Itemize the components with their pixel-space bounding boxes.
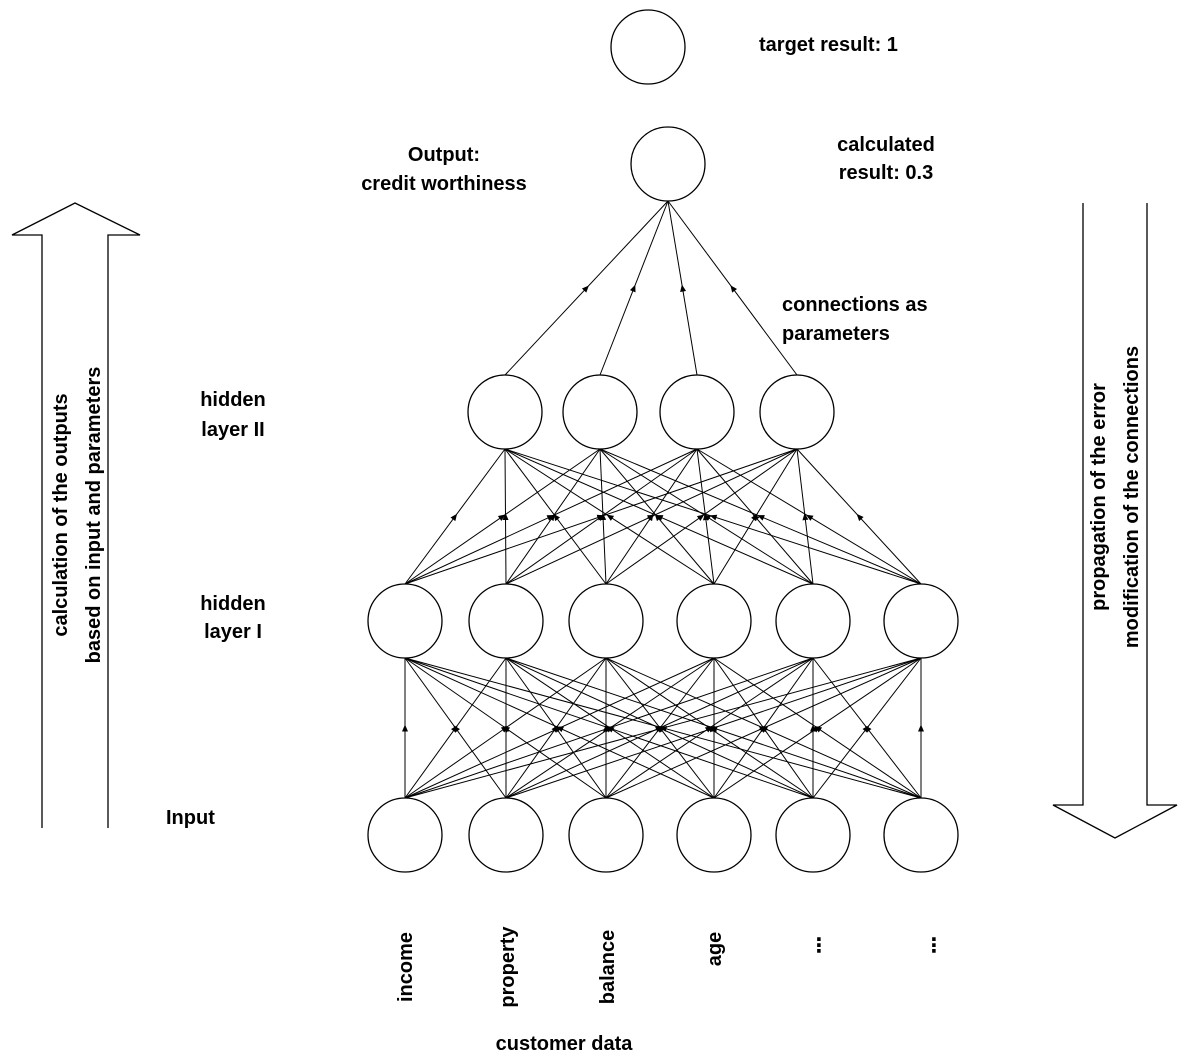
connection-arrowhead xyxy=(757,515,765,521)
connection-arrowhead xyxy=(730,285,737,293)
connection-arrowhead xyxy=(696,514,705,521)
connection-arrowhead xyxy=(709,514,718,521)
calculated-result-line2: result: 0.3 xyxy=(839,162,933,184)
connection-arrowhead xyxy=(680,284,687,292)
connection-arrowhead xyxy=(453,725,460,733)
connection-arrowhead xyxy=(814,726,823,733)
hidden-layer-1-node xyxy=(468,583,544,659)
hidden-layer-1-label-line2: layer I xyxy=(204,621,262,643)
connection-arrowhead xyxy=(629,284,636,293)
input-feature-property: property xyxy=(497,926,519,1008)
forward-pass-label-line1: calculation of the outputs xyxy=(50,393,72,636)
connection-arrowhead xyxy=(806,514,814,521)
target-node xyxy=(610,9,686,85)
connection-arrowhead xyxy=(918,724,924,732)
connection-edges xyxy=(402,200,924,799)
backpropagation-label-line2: modification of the connections xyxy=(1121,346,1143,648)
connection-arrowhead xyxy=(600,513,607,521)
connection-arrowhead xyxy=(581,285,589,293)
connection-arrowhead xyxy=(553,513,560,522)
backpropagation-label-line1: propagation of the error xyxy=(1088,383,1110,611)
hidden-layer-1-node xyxy=(568,583,644,659)
hidden-layer-2-node xyxy=(659,374,735,450)
input-layer-label: Input xyxy=(166,807,215,829)
input-node xyxy=(883,797,959,873)
input-node xyxy=(775,797,851,873)
calculated-result-line1: calculated xyxy=(837,134,935,156)
input-feature-income: income xyxy=(395,932,417,1002)
connection-arrowhead xyxy=(647,513,654,522)
hidden-layer-2-node xyxy=(467,374,543,450)
customer-data-label: customer data xyxy=(496,1033,634,1055)
connection-arrowhead xyxy=(548,513,555,522)
connection-arrowhead xyxy=(810,724,816,732)
connection-arrowhead xyxy=(603,724,609,732)
hidden-layer-1-node xyxy=(775,583,851,659)
hidden-layer-2-label-line1: hidden xyxy=(200,389,266,411)
connection-arrowhead xyxy=(605,726,614,732)
connections-label-line2: parameters xyxy=(782,323,890,345)
connection-arrowhead xyxy=(752,513,760,522)
input-feature-balance: balance xyxy=(597,930,619,1004)
network-nodes xyxy=(367,9,959,873)
connection-arrowhead xyxy=(502,513,509,521)
connection-arrowhead xyxy=(703,514,712,521)
connection-arrowhead xyxy=(402,724,408,732)
output-title-line1: Output: xyxy=(408,144,480,166)
forward-pass-label-line2: based on input and parameters xyxy=(83,367,105,664)
hidden-layer-1-label-line1: hidden xyxy=(200,593,266,615)
hidden-layer-2-label-line2: layer II xyxy=(201,419,264,441)
input-node xyxy=(367,797,443,873)
connection-arrowhead xyxy=(710,726,718,732)
connection-arrowhead xyxy=(606,514,615,521)
output-title-line2: credit worthiness xyxy=(361,173,527,195)
backpropagation-arrow xyxy=(1052,203,1178,839)
connection-arrowhead xyxy=(556,726,564,733)
forward-pass-arrow xyxy=(11,202,141,828)
input-feature-more-2: ⋮ xyxy=(924,935,944,957)
hidden-layer-2-node xyxy=(759,374,835,450)
hidden-layer-2-node xyxy=(562,374,638,450)
hidden-layer-1-node xyxy=(367,583,443,659)
connection-arrowhead xyxy=(450,513,458,522)
input-node xyxy=(676,797,752,873)
connection-arrowhead xyxy=(655,515,664,521)
connection-arrowhead xyxy=(760,726,768,733)
connections-label-line1: connections as xyxy=(782,294,928,316)
input-feature-age: age xyxy=(704,932,726,966)
output-node xyxy=(630,126,706,202)
hidden-layer-1-node xyxy=(676,583,752,659)
hidden-layer-1-node xyxy=(883,583,959,659)
input-node xyxy=(468,797,544,873)
target-result-label: target result: 1 xyxy=(759,34,898,56)
connection-arrowhead xyxy=(802,513,809,521)
connection-arrowhead xyxy=(864,725,872,733)
connection-arrowhead xyxy=(856,513,864,522)
input-feature-more-1: ⋮ xyxy=(809,935,829,957)
connection-arrowhead xyxy=(497,514,506,521)
input-node xyxy=(568,797,644,873)
connection-arrowhead xyxy=(502,725,511,733)
connection-arrowhead xyxy=(659,726,668,732)
connection-arrowhead xyxy=(553,725,561,733)
